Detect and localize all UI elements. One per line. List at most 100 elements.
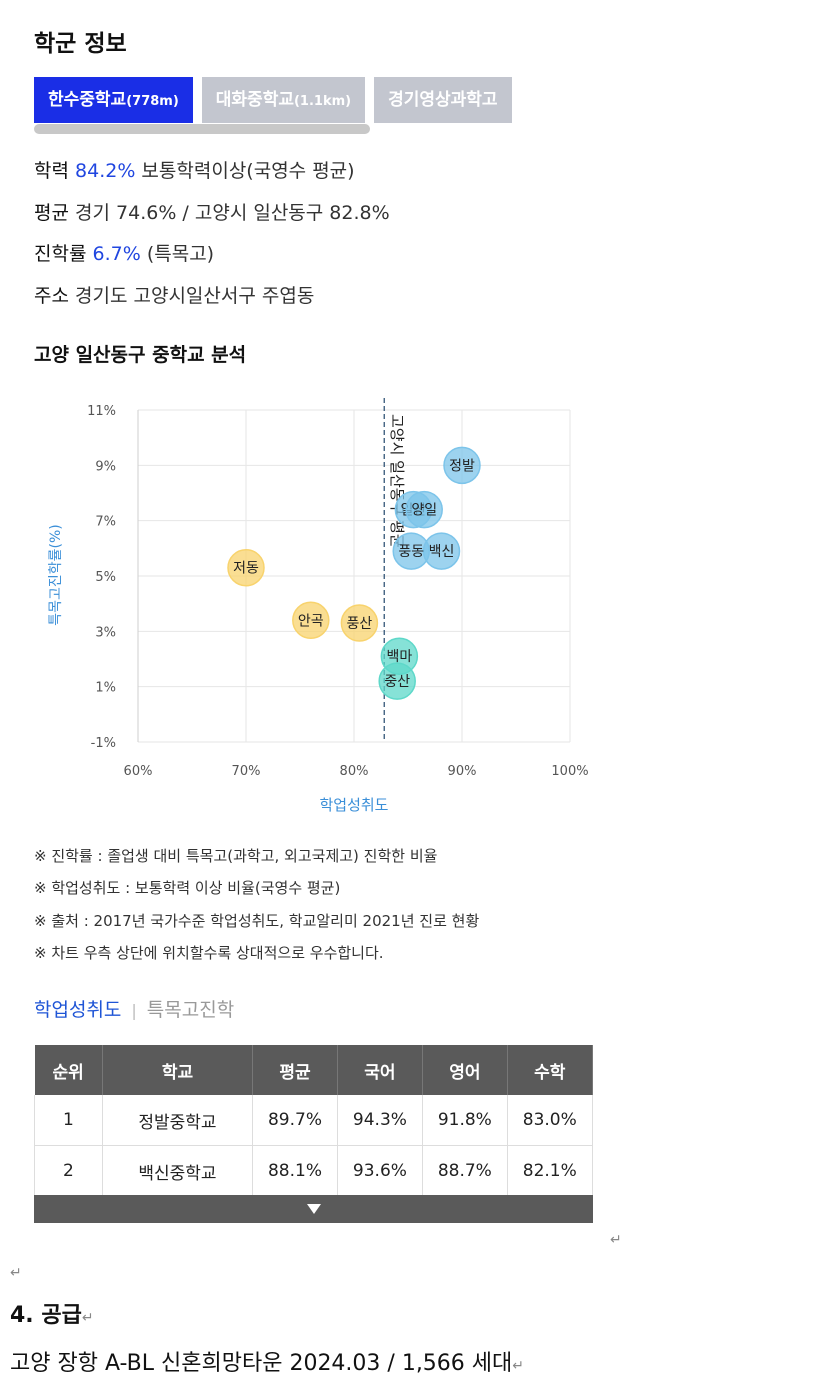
data-point-label: 중산 bbox=[384, 674, 410, 690]
ranking-table: 순위 학교 평균 국어 영어 수학 1 정발중학교 89.7% 94.3% 91… bbox=[34, 1045, 594, 1197]
school-tabs: 한수중학교(778m) 대화중학교(1.1km) 경기영상과학고 bbox=[34, 77, 594, 123]
tab-school-1[interactable]: 한수중학교(778m) bbox=[34, 77, 193, 123]
data-point-marker bbox=[378, 662, 416, 700]
cell-korean: 93.6% bbox=[337, 1145, 424, 1197]
reference-line-label: 고양시 일산동구 평균 bbox=[388, 414, 406, 548]
data-point-label: 백마 bbox=[386, 649, 412, 665]
advancement-value: 6.7% bbox=[92, 243, 141, 265]
data-point-label: 풍산 bbox=[347, 616, 373, 632]
y-tick-label: 1% bbox=[95, 681, 116, 696]
x-tick-label: 70% bbox=[232, 764, 261, 779]
heading-supply: 4. 공급↵ bbox=[10, 1297, 94, 1329]
tab-school-2[interactable]: 대화중학교(1.1km) bbox=[201, 77, 366, 123]
table-row[interactable]: 1 정발중학교 89.7% 94.3% 91.8% 83.0% bbox=[34, 1095, 594, 1146]
cell-korean: 94.3% bbox=[337, 1095, 424, 1146]
y-tick-label: 9% bbox=[95, 459, 116, 474]
y-tick-label: 11% bbox=[87, 404, 116, 419]
info-academic: 학력 84.2% 보통학력이상(국영수 평균) bbox=[34, 156, 355, 183]
note-4: ※ 차트 우측 상단에 위치할수록 상대적으로 우수합니다. bbox=[34, 944, 384, 962]
tab-separator: | bbox=[131, 1001, 137, 1020]
tab-school-name: 대화중학교 bbox=[215, 90, 294, 110]
col-english: 영어 bbox=[422, 1045, 508, 1095]
col-school: 학교 bbox=[102, 1045, 254, 1095]
data-point-marker bbox=[443, 446, 481, 485]
data-point-label: 정발 bbox=[449, 458, 475, 474]
cell-rank: 2 bbox=[34, 1145, 103, 1197]
col-rank: 순위 bbox=[34, 1045, 103, 1095]
table-row[interactable]: 2 백신중학교 88.1% 93.6% 88.7% 82.1% bbox=[34, 1145, 594, 1197]
note-2: ※ 학업성취도 : 보통학력 이상 비율(국영수 평균) bbox=[34, 879, 341, 897]
x-tick-label: 60% bbox=[124, 764, 153, 779]
cell-average: 89.7% bbox=[252, 1095, 338, 1146]
academic-value: 84.2% bbox=[75, 160, 136, 182]
tab-special-school[interactable]: 특목고진학 bbox=[146, 999, 235, 1021]
average-desc: 경기 74.6% / 고양시 일산동구 82.8% bbox=[75, 202, 390, 224]
tab-school-3[interactable]: 경기영상과학고 bbox=[374, 77, 512, 123]
data-point: 안곡 bbox=[292, 601, 330, 640]
col-average: 평균 bbox=[252, 1045, 338, 1095]
heading-supply-text: 4. 공급 bbox=[10, 1303, 82, 1328]
cell-school: 정발중학교 bbox=[102, 1095, 254, 1146]
cell-english: 91.8% bbox=[422, 1095, 508, 1146]
data-point-label: 백신 bbox=[429, 544, 455, 560]
return-mark: ↵ bbox=[81, 1310, 94, 1326]
info-average: 평균 경기 74.6% / 고양시 일산동구 82.8% bbox=[34, 198, 390, 225]
data-point-label: 안곡 bbox=[298, 613, 324, 629]
y-tick-label: 3% bbox=[95, 625, 116, 640]
data-point: 양일 bbox=[405, 490, 443, 529]
academic-desc: 보통학력이상(국영수 평균) bbox=[141, 160, 355, 182]
col-korean: 국어 bbox=[337, 1045, 424, 1095]
chevron-down-icon bbox=[307, 1204, 321, 1214]
cell-math: 83.0% bbox=[507, 1095, 594, 1146]
data-point: 풍동 bbox=[392, 532, 430, 570]
info-label: 평균 bbox=[34, 202, 69, 224]
table-header-row: 순위 학교 평균 국어 영어 수학 bbox=[34, 1045, 594, 1095]
tab-school-distance: (1.1km) bbox=[293, 94, 352, 109]
cell-rank: 1 bbox=[34, 1095, 103, 1146]
tab-academic[interactable]: 학업성취도 bbox=[34, 999, 122, 1021]
y-tick-label: 5% bbox=[95, 570, 116, 585]
info-label: 주소 bbox=[34, 285, 69, 307]
data-point-marker bbox=[405, 490, 443, 529]
tabs-scrollbar[interactable] bbox=[34, 124, 370, 134]
data-point-label: 양일 bbox=[411, 503, 437, 519]
data-point: 풍산 bbox=[340, 604, 379, 642]
info-address: 주소 경기도 고양시일산서구 주엽동 bbox=[34, 281, 314, 308]
col-math: 수학 bbox=[507, 1045, 594, 1095]
rank-tabs: 학업성취도 | 특목고진학 bbox=[34, 995, 234, 1022]
data-point: 저동 bbox=[227, 548, 265, 587]
x-tick-label: 90% bbox=[448, 764, 477, 779]
data-point-marker bbox=[340, 604, 379, 642]
data-point: 중산 bbox=[378, 662, 416, 700]
tab-school-name: 한수중학교 bbox=[48, 90, 127, 110]
y-tick-label: 7% bbox=[95, 515, 116, 530]
note-1: ※ 진학률 : 졸업생 대비 특목고(과학고, 외고국제고) 진학한 비율 bbox=[34, 847, 438, 865]
expand-table-button[interactable] bbox=[34, 1195, 593, 1223]
supply-content: 고양 장항 A-BL 신혼희망타운 2024.03 / 1,566 세대 bbox=[10, 1351, 513, 1376]
y-axis-label: 특목고진학률(%) bbox=[48, 524, 64, 626]
address-desc: 경기도 고양시일산서구 주엽동 bbox=[75, 285, 315, 307]
data-point-label: 저동 bbox=[233, 561, 259, 577]
cell-english: 88.7% bbox=[422, 1145, 508, 1197]
x-tick-label: 80% bbox=[340, 764, 369, 779]
data-point-marker bbox=[227, 548, 265, 587]
info-label: 진학률 bbox=[34, 243, 87, 265]
y-tick-label: -1% bbox=[91, 736, 116, 751]
chart-section-title: 고양 일산동구 중학교 분석 bbox=[34, 344, 247, 366]
info-label: 학력 bbox=[34, 160, 69, 182]
tab-school-name: 경기영상과학고 bbox=[388, 90, 498, 110]
cell-average: 88.1% bbox=[252, 1145, 338, 1197]
supply-text: 고양 장항 A-BL 신혼희망타운 2024.03 / 1,566 세대↵ bbox=[10, 1345, 524, 1377]
return-mark: ↵ bbox=[610, 1232, 622, 1248]
data-point-label: 풍동 bbox=[398, 544, 424, 560]
data-point-marker bbox=[292, 601, 330, 640]
tab-school-distance: (778m) bbox=[126, 94, 179, 109]
cell-math: 82.1% bbox=[507, 1145, 594, 1197]
info-advancement: 진학률 6.7% (특목고) bbox=[34, 239, 214, 266]
data-point-marker bbox=[392, 532, 430, 570]
section-title: 학군 정보 bbox=[34, 31, 127, 57]
cell-school: 백신중학교 bbox=[102, 1145, 254, 1197]
advancement-desc: (특목고) bbox=[146, 243, 215, 265]
data-point: 정발 bbox=[443, 446, 481, 485]
return-mark: ↵ bbox=[10, 1265, 22, 1281]
